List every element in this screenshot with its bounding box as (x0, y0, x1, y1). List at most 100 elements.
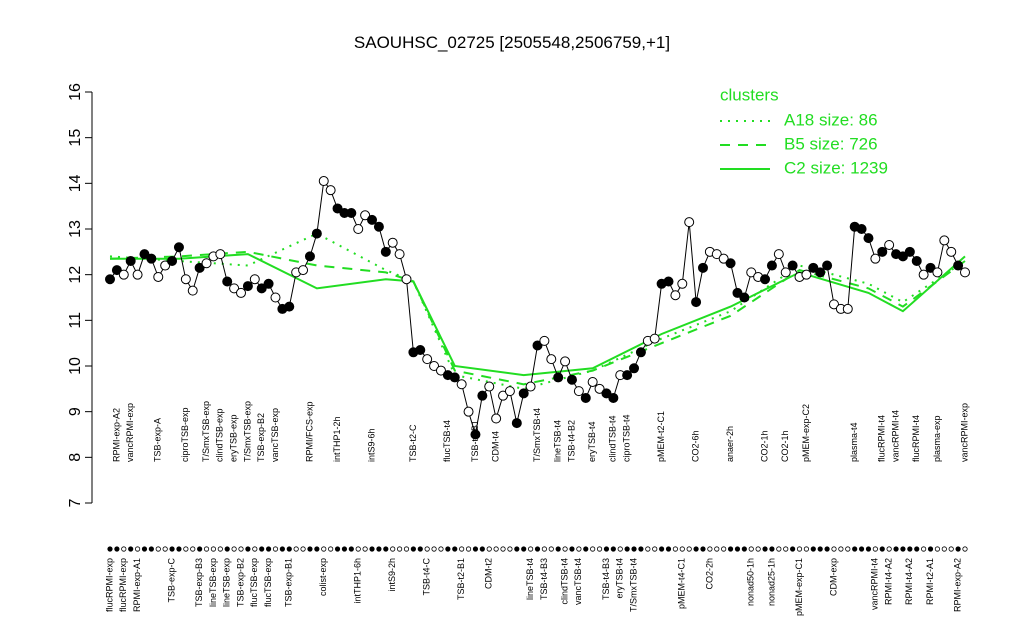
x-tick-label: vancTSB-exp (270, 408, 280, 462)
sample-dot (362, 546, 368, 552)
sample-dot (555, 546, 561, 552)
data-point (787, 260, 798, 271)
sample-dot (831, 546, 837, 552)
sample-dot (176, 546, 182, 552)
data-point (346, 208, 357, 219)
data-point (580, 392, 591, 403)
data-point (870, 253, 881, 264)
data-point (518, 388, 529, 399)
y-tick-label: 7 (67, 498, 84, 507)
x-tick-label: clindTSB-exp (215, 408, 225, 462)
sample-dot (417, 546, 423, 552)
x-tick-label: TSB-t4-B3 (601, 558, 611, 600)
x-tick-label: CDM-t2 (484, 558, 494, 589)
data-point (380, 246, 391, 257)
x-tick-label: nonad25-1h (766, 558, 776, 606)
x-tick-label: T/SmxTSB-t4 (532, 408, 542, 462)
sample-dot (190, 546, 196, 552)
data-point (236, 287, 247, 298)
data-point (608, 392, 619, 403)
sample-dot (472, 546, 479, 552)
sample-dot (376, 546, 382, 552)
sample-dot (590, 546, 596, 552)
x-tick-label: ciproTSB-t4 (622, 414, 632, 462)
x-tick-label: plasma-exp (932, 415, 942, 462)
data-point (387, 237, 398, 248)
sample-dot (403, 546, 410, 552)
data-point (298, 265, 309, 276)
sample-dot (107, 546, 113, 552)
y-tick-label: 10 (67, 357, 84, 375)
sample-dot (121, 546, 127, 552)
data-point (511, 418, 522, 429)
x-tick-label: intTHP1-6h (353, 558, 363, 604)
sample-dot (534, 546, 541, 552)
sample-dot (652, 546, 658, 552)
x-tick-label: flucTSB-t4 (442, 420, 452, 462)
sample-dot (714, 546, 720, 552)
data-point (697, 262, 708, 273)
sample-dot (817, 546, 823, 552)
data-point (553, 372, 564, 383)
data-point (284, 301, 295, 312)
sample-dot (424, 546, 430, 552)
data-point (573, 386, 584, 397)
data-point (725, 258, 736, 269)
data-point (925, 262, 936, 273)
sample-dot (872, 546, 878, 552)
sample-dot (183, 546, 189, 552)
x-tick-label: lineTSB-exp (222, 558, 232, 607)
data-point (822, 260, 833, 271)
sample-dot (521, 546, 527, 552)
data-point (897, 251, 908, 262)
sample-dot (486, 546, 492, 552)
sample-dot (452, 546, 458, 552)
data-point (477, 390, 488, 401)
sample-dot (927, 546, 934, 552)
sample-dot (203, 546, 210, 552)
x-tick-label: pMEM-exp-C1 (794, 558, 804, 616)
sample-dot (783, 546, 789, 552)
cluster-line (109, 250, 966, 386)
x-tick-label: TSB-exp-B1 (284, 558, 294, 607)
sample-dot (631, 546, 637, 552)
sample-dot (141, 546, 148, 552)
sample-dot (507, 546, 513, 552)
data-point (318, 176, 329, 187)
data-point (732, 287, 743, 298)
data-point (332, 203, 343, 214)
data-point (325, 185, 336, 196)
data-point (353, 224, 364, 234)
sample-dot (286, 546, 292, 552)
sample-dot (955, 546, 961, 552)
sample-dot (865, 546, 872, 552)
sample-dot (610, 546, 616, 552)
data-point (394, 249, 405, 260)
sample-dot (907, 546, 913, 552)
x-tick-label: nonad50-1h (746, 558, 756, 606)
sample-dot (231, 546, 237, 552)
sample-dot (410, 546, 416, 552)
data-point (746, 267, 757, 278)
sample-dot (583, 546, 589, 552)
data-point (249, 274, 260, 285)
y-tick-label: 11 (67, 312, 84, 329)
sample-dot (576, 546, 582, 552)
data-point (711, 249, 722, 260)
data-point (201, 258, 212, 269)
cluster-line (110, 253, 966, 377)
data-point (856, 224, 867, 234)
data-point (173, 242, 184, 253)
sample-dot (459, 546, 465, 552)
x-tick-label: vancRPMI-t4 (870, 558, 880, 610)
sample-dot (307, 546, 313, 552)
data-point (560, 356, 571, 367)
data-point (629, 363, 640, 374)
x-tick-label: T/SmxTSB-t4 (628, 558, 638, 612)
sample-dot (638, 546, 644, 552)
x-tick-label: flucRPMI-exp (118, 558, 128, 612)
sample-dot (686, 546, 692, 552)
data-point (435, 365, 446, 376)
data-point (105, 274, 115, 285)
